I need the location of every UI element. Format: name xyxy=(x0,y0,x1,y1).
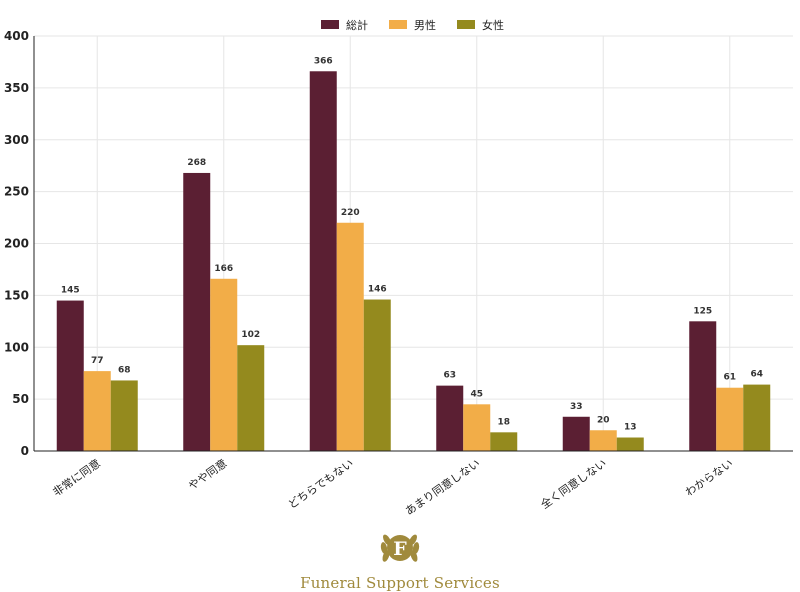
y-tick-label: 300 xyxy=(4,133,29,147)
bar xyxy=(743,384,771,451)
laurel-logo-icon: F xyxy=(380,534,420,562)
legend-label: 男性 xyxy=(414,18,436,32)
category-label: 非常に同意 xyxy=(50,456,103,499)
gridlines xyxy=(34,35,793,452)
category-label: やや同意 xyxy=(185,456,229,493)
value-labels: 145 77 68 268 166 102 366 220 146 63 45 18 33 20 13 125… xyxy=(61,56,763,432)
bar xyxy=(210,278,238,451)
value-label: 68 xyxy=(118,365,131,375)
category-label: わからない xyxy=(683,457,736,499)
category-label: どちらでもない xyxy=(286,457,356,512)
bar-chart: 0 50 100 150 200 250 300 350 400 非常に同意 やや同意 どちらでもな… xyxy=(4,18,793,518)
category-label: あまり同意しない xyxy=(402,456,482,518)
bar xyxy=(616,437,644,451)
y-tick-label: 250 xyxy=(4,185,29,199)
y-tick-labels: 0 50 100 150 200 250 300 350 400 xyxy=(4,29,29,458)
bar xyxy=(110,380,138,451)
legend-swatch xyxy=(321,20,339,29)
value-label: 33 xyxy=(570,402,583,412)
logo-letter: F xyxy=(393,538,407,560)
y-tick-label: 400 xyxy=(4,29,29,43)
value-label: 63 xyxy=(443,371,456,381)
y-tick-label: 350 xyxy=(4,81,29,95)
y-tick-label: 150 xyxy=(4,288,29,302)
bar xyxy=(336,222,364,451)
value-label: 13 xyxy=(624,423,637,433)
value-label: 45 xyxy=(470,389,483,399)
bar xyxy=(363,299,391,451)
y-tick-label: 100 xyxy=(4,340,29,354)
value-label: 61 xyxy=(723,373,736,383)
bars xyxy=(56,71,771,452)
value-label: 64 xyxy=(750,370,763,380)
value-label: 20 xyxy=(597,415,610,425)
axes xyxy=(33,36,793,452)
bar xyxy=(562,416,590,451)
legend: 総計 男性 女性 xyxy=(321,18,504,32)
value-label: 166 xyxy=(214,264,233,274)
bar xyxy=(56,300,84,451)
bar xyxy=(436,385,464,451)
value-label: 220 xyxy=(341,208,360,218)
bar xyxy=(689,321,717,451)
category-label: 全く同意しない xyxy=(538,456,609,512)
bar xyxy=(309,71,337,452)
value-label: 125 xyxy=(693,306,712,316)
y-tick-label: 0 xyxy=(21,444,29,458)
value-label: 268 xyxy=(187,158,206,168)
value-label: 102 xyxy=(241,330,260,340)
value-label: 366 xyxy=(314,56,333,66)
value-label: 77 xyxy=(91,356,104,366)
brand-footer: F Funeral Support Services xyxy=(0,528,800,592)
legend-swatch xyxy=(457,20,475,29)
value-label: 145 xyxy=(61,286,80,296)
legend-swatch xyxy=(389,20,407,29)
value-label: 18 xyxy=(497,417,510,427)
category-labels: 非常に同意 やや同意 どちらでもない あまり同意しない 全く同意しない わからない xyxy=(50,456,736,518)
bar xyxy=(183,172,211,451)
bar xyxy=(83,371,111,451)
legend-label: 総計 xyxy=(346,18,368,32)
bar xyxy=(463,404,491,451)
brand-name: Funeral Support Services xyxy=(300,574,500,592)
bar xyxy=(589,430,617,451)
y-tick-label: 50 xyxy=(12,392,29,406)
y-tick-label: 200 xyxy=(4,237,29,251)
legend-label: 女性 xyxy=(482,18,504,32)
bar xyxy=(237,345,265,451)
bar xyxy=(716,387,744,451)
value-label: 146 xyxy=(368,285,387,295)
bar xyxy=(490,432,518,451)
